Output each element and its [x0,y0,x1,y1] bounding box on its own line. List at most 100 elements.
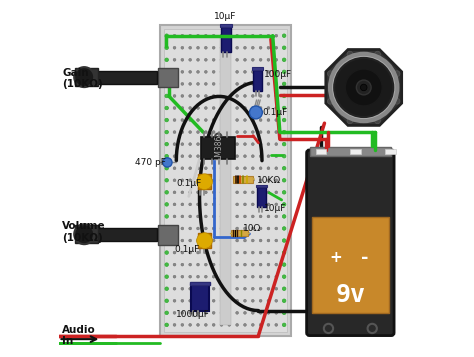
Circle shape [267,263,270,266]
Circle shape [251,227,254,230]
Circle shape [197,299,200,302]
Circle shape [74,224,94,244]
Circle shape [275,70,278,73]
Circle shape [212,203,215,206]
Circle shape [251,275,254,278]
Circle shape [275,46,278,49]
Bar [256,185,267,187]
Circle shape [283,118,286,122]
Circle shape [259,107,262,110]
Text: 10Ω: 10Ω [243,224,261,233]
Circle shape [251,299,254,302]
Bar [220,36,231,325]
Circle shape [236,59,238,61]
Circle shape [197,233,212,248]
Circle shape [204,179,207,182]
Circle shape [267,323,270,326]
Circle shape [275,131,278,134]
Circle shape [259,251,262,254]
Circle shape [189,107,191,110]
Circle shape [283,142,286,146]
Circle shape [244,82,246,85]
Circle shape [228,323,231,326]
Circle shape [283,215,286,218]
Bar [310,147,391,156]
Circle shape [189,251,191,254]
Text: 9v: 9v [335,283,365,307]
Circle shape [228,311,231,314]
Circle shape [283,130,286,134]
Circle shape [345,69,382,106]
Circle shape [220,107,223,110]
Circle shape [251,215,254,218]
Circle shape [197,227,200,230]
Circle shape [236,167,238,170]
Circle shape [197,70,200,73]
Circle shape [204,34,207,37]
Circle shape [181,227,184,230]
Circle shape [212,275,215,278]
Circle shape [165,239,168,242]
Circle shape [74,67,94,87]
Circle shape [236,215,238,218]
Circle shape [197,155,200,158]
Circle shape [283,203,286,206]
Circle shape [189,46,191,49]
Circle shape [204,323,207,326]
Circle shape [375,118,381,124]
Circle shape [244,263,246,266]
Circle shape [173,251,176,254]
Circle shape [204,311,207,314]
Circle shape [173,34,176,37]
Circle shape [212,239,215,242]
Circle shape [181,59,184,61]
Circle shape [165,191,168,194]
Circle shape [236,275,238,278]
Circle shape [283,70,286,74]
Circle shape [165,106,168,110]
Circle shape [204,59,207,61]
Bar [316,149,326,154]
Circle shape [212,215,215,218]
Circle shape [275,203,278,206]
Circle shape [251,287,254,290]
Circle shape [204,299,207,302]
Circle shape [181,251,184,254]
Circle shape [228,167,231,170]
Circle shape [275,287,278,290]
Circle shape [173,167,176,170]
Circle shape [181,167,184,170]
Circle shape [228,215,231,218]
Circle shape [228,227,231,230]
Circle shape [197,82,200,85]
Circle shape [259,34,262,37]
Bar [350,149,361,154]
Circle shape [267,179,270,182]
Circle shape [228,155,231,158]
Circle shape [236,143,238,146]
Circle shape [212,34,215,37]
Circle shape [251,34,254,37]
Circle shape [251,251,254,254]
Circle shape [251,131,254,134]
Circle shape [173,311,176,314]
Circle shape [165,58,168,62]
Circle shape [197,251,200,254]
Circle shape [165,70,168,74]
Circle shape [259,191,262,194]
Circle shape [228,275,231,278]
Circle shape [228,251,231,254]
Circle shape [275,119,278,121]
Circle shape [275,227,278,230]
Circle shape [236,70,238,73]
Circle shape [267,275,270,278]
Text: 470 pF: 470 pF [135,158,166,167]
Circle shape [189,34,191,37]
Bar [201,137,235,159]
Circle shape [165,275,168,278]
Circle shape [165,166,168,170]
Circle shape [267,191,270,194]
Circle shape [212,107,215,110]
Circle shape [283,251,286,255]
Circle shape [165,46,168,50]
